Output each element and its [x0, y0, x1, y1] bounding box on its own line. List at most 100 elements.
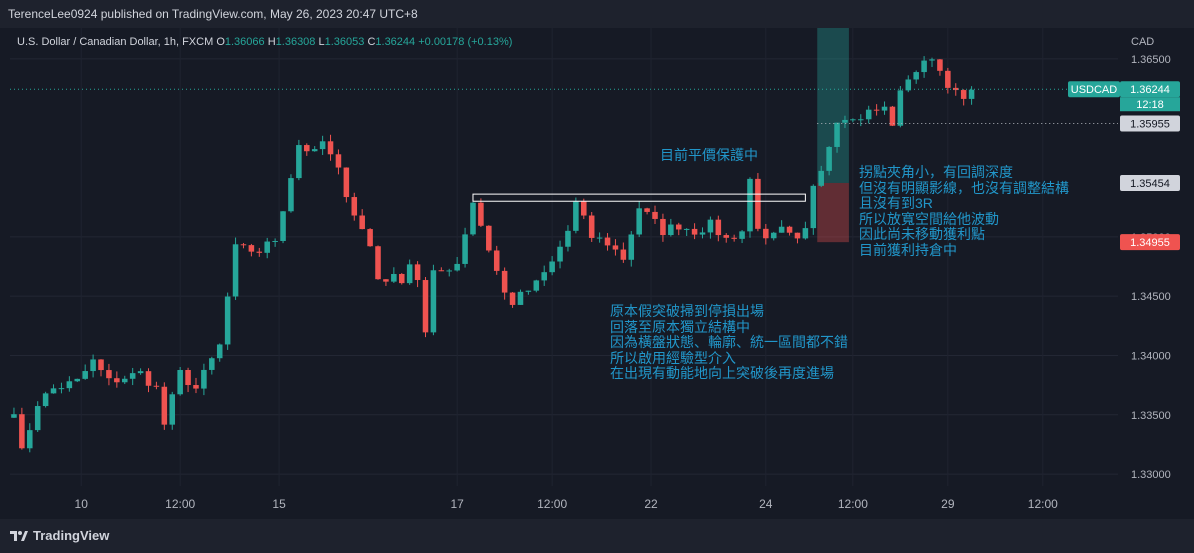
candle-body: [810, 185, 817, 229]
brand-name: TradingView: [33, 528, 110, 543]
annotation-right-line: 但沒有明顯影線，也沒有調整結構: [859, 179, 1069, 196]
candle-body: [921, 60, 927, 73]
candle-body: [858, 119, 864, 121]
candle-body: [755, 178, 761, 229]
candle-body: [905, 79, 912, 91]
candle-body: [573, 201, 579, 231]
candle-body: [74, 378, 81, 382]
x-tick-label: 12:00: [537, 497, 567, 511]
annotation-right-line: 拐點夾角小，有回調深度: [859, 164, 1013, 180]
candle-body: [478, 202, 484, 226]
candle-body: [280, 211, 286, 241]
symbol-title: U.S. Dollar / Canadian Dollar, 1h, FXCM: [17, 36, 214, 48]
candle-body: [145, 371, 152, 386]
candle-body: [82, 371, 88, 379]
x-tick-label: 12:00: [1028, 497, 1058, 511]
countdown-bg: [1120, 97, 1180, 112]
symbol-label: USDCAD: [1071, 84, 1118, 96]
y-tick-label: 1.36500: [1131, 54, 1171, 66]
candle-body: [367, 229, 373, 247]
candle-body: [414, 264, 421, 281]
high-label: H: [267, 36, 276, 48]
candle-body: [343, 167, 350, 198]
candle-body: [723, 235, 730, 238]
footer: TradingView: [0, 519, 1194, 553]
chart-area[interactable]: [0, 28, 1194, 519]
candle-body: [304, 145, 310, 152]
candle-body: [470, 202, 476, 235]
candle-body: [881, 106, 888, 111]
candle-body: [952, 87, 959, 91]
candle-body: [683, 228, 690, 230]
x-tick-label: 12:00: [165, 497, 195, 511]
annotation-bottom-line: 在出現有動能地向上突破後再度進場: [610, 365, 834, 381]
candle-body: [557, 246, 563, 262]
candle-body: [240, 244, 247, 246]
candle-body: [216, 344, 223, 359]
candle-body: [739, 231, 745, 239]
candle-body: [34, 406, 41, 431]
y-tick-label: 1.34000: [1131, 350, 1171, 362]
candle-body: [549, 261, 555, 273]
annotation-right-line: 且沒有到3R: [859, 195, 933, 211]
candle-body: [818, 170, 824, 186]
candle-body: [747, 178, 753, 232]
candle-body: [802, 228, 809, 239]
entry-label: 1.35454: [1130, 178, 1170, 190]
candle-body: [422, 280, 429, 333]
candle-body: [501, 270, 508, 293]
candle-body: [106, 370, 112, 379]
candle-body: [454, 263, 460, 271]
candle-body: [897, 90, 904, 126]
candle-body: [850, 119, 856, 121]
candle-body: [446, 270, 453, 272]
candle-body: [311, 149, 318, 152]
candle-body: [493, 250, 500, 271]
candle-body: [438, 270, 445, 272]
candle-body: [50, 388, 57, 394]
candle-body: [731, 237, 737, 239]
countdown-label: 12:18: [1136, 99, 1164, 111]
candle-body: [359, 215, 365, 230]
candle-body: [58, 388, 65, 390]
candle-body: [256, 251, 263, 253]
candle-body: [121, 378, 128, 383]
loss-level-label: 1.34955: [1130, 237, 1170, 249]
candle-body: [945, 70, 951, 88]
candle-body: [398, 273, 405, 284]
candle-body: [913, 72, 919, 80]
candle-body: [960, 90, 967, 99]
candle-body: [129, 373, 136, 379]
candle-body: [509, 292, 516, 305]
tradingview-mark-icon: [10, 530, 28, 541]
x-tick-label: 15: [272, 497, 286, 511]
candle-body: [604, 237, 611, 246]
annotation-bottom-line: 所以啟用經驗型介入: [610, 349, 736, 366]
loss-level-label-bg: [1120, 234, 1180, 251]
candle-body: [114, 378, 120, 383]
annotation-right-line: 因此尚未移動獲利點: [859, 226, 985, 242]
chart-legend: U.S. Dollar / Canadian Dollar, 1h, FXCM …: [17, 36, 512, 48]
candle-body: [161, 386, 168, 425]
candle-body: [486, 225, 492, 251]
annotation-bottom-line: 因為橫盤狀態、輪廓、統一區間都不錯: [610, 334, 848, 350]
candle-body: [209, 358, 215, 370]
candle-body: [865, 109, 872, 120]
x-tick-label: 29: [941, 497, 955, 511]
symbol-label-bg: [1068, 81, 1120, 98]
change-value: +0.00178 (+0.13%): [418, 36, 513, 48]
candle-body: [533, 280, 540, 291]
candle-body: [327, 141, 334, 155]
candle-body: [652, 211, 658, 219]
candle-body: [296, 145, 302, 179]
risk-zone: [817, 182, 849, 243]
profit-zone: [817, 28, 849, 183]
y-tick-label: 1.33000: [1131, 469, 1171, 481]
low-value: 1.36053: [324, 36, 365, 48]
candle-body: [644, 208, 650, 212]
annotation-bottom-line: 原本假突破掃到停損出場: [610, 303, 764, 319]
annotation-right-line: 目前獲利持倉中: [859, 241, 957, 258]
tradingview-logo[interactable]: TradingView: [10, 528, 109, 543]
annotation-bottom-line: 回落至原本獨立結構中: [610, 318, 750, 335]
